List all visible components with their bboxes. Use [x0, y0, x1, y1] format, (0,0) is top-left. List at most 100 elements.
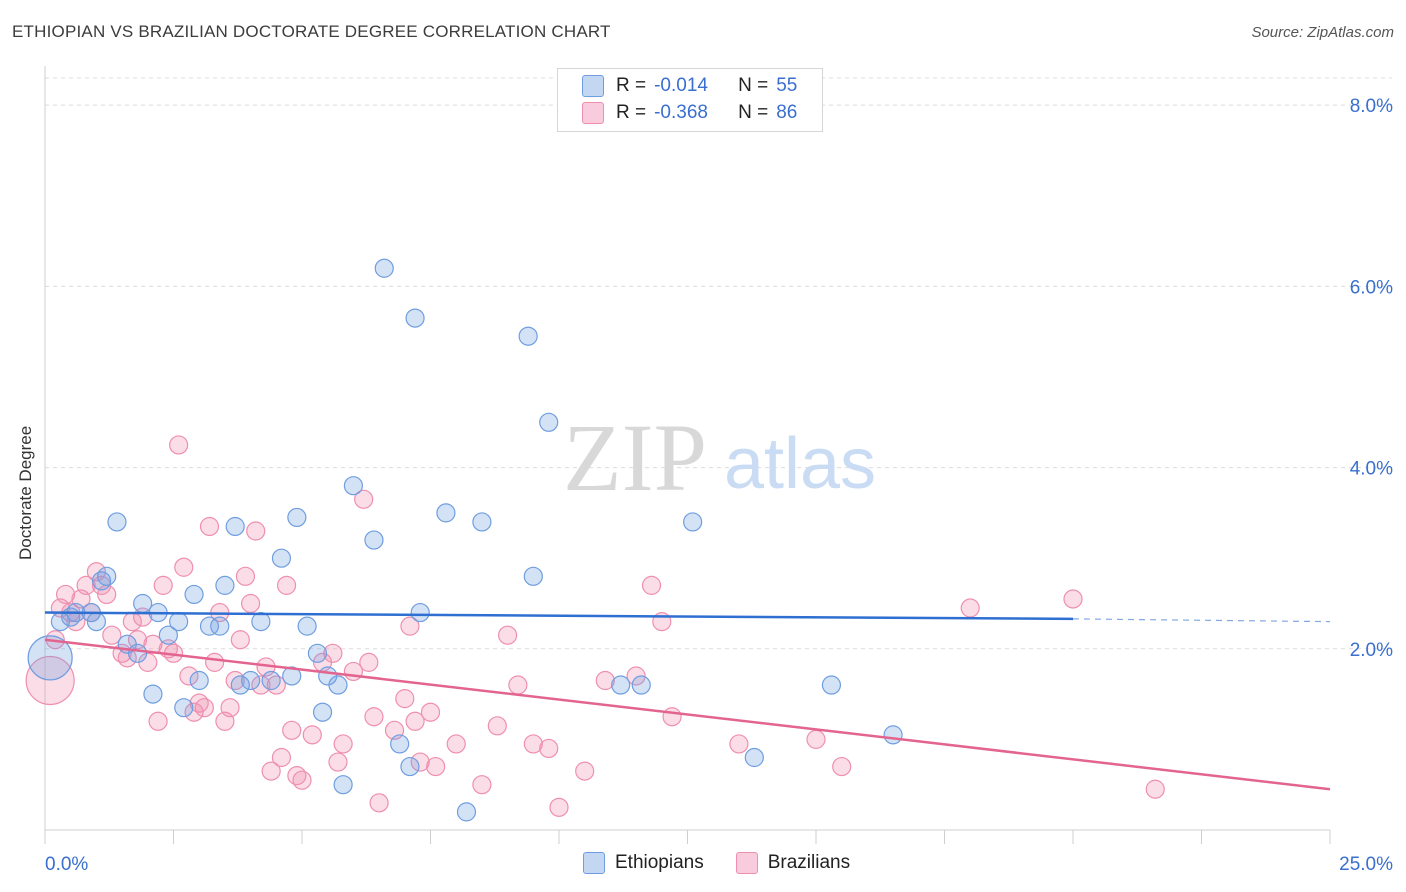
- ethiopians-point: [518, 326, 538, 346]
- brazilians-point: [662, 707, 682, 727]
- brazilians-point: [246, 521, 266, 541]
- brazilians-point: [241, 593, 261, 614]
- legend-n-label: N =: [738, 75, 769, 96]
- y-tick-label: 2.0%: [1350, 640, 1393, 661]
- x-tick-label: 25.0%: [1339, 854, 1393, 875]
- ethiopians-point: [456, 802, 477, 822]
- ethiopians-point: [611, 675, 631, 695]
- brazilians-point: [102, 625, 122, 645]
- ethiopians-point: [230, 675, 250, 695]
- brazilians-point: [302, 725, 322, 745]
- ethiopians-point: [883, 725, 903, 745]
- ethiopians-point: [405, 308, 425, 328]
- legend-item-ethiopians: Ethiopians: [583, 852, 704, 874]
- brazilians-point: [199, 516, 220, 537]
- brazilians-point: [292, 770, 312, 790]
- brazilians-point: [271, 747, 292, 768]
- brazilians-point: [539, 738, 559, 759]
- ethiopians-point: [631, 675, 651, 695]
- tick-labels: 2.0% 4.0% 6.0% 8.0% 0.0% 25.0%: [45, 96, 1393, 875]
- brazilians-point: [626, 666, 646, 686]
- ethiopians-point: [312, 702, 333, 722]
- ethiopians-point: [472, 512, 492, 532]
- brazilians-point: [323, 643, 343, 663]
- brazilians-point: [487, 716, 507, 736]
- brazilians-point: [184, 702, 204, 722]
- legend-r-value: -0.014: [654, 75, 708, 96]
- brazilians-point: [359, 652, 379, 672]
- brazilians-point: [472, 775, 492, 795]
- ethiopians-point: [307, 643, 328, 663]
- chart-title: ETHIOPIAN VS BRAZILIAN DOCTORATE DEGREE …: [12, 22, 611, 41]
- brazilians-point: [230, 630, 250, 650]
- legend-n-value: 86: [776, 102, 798, 123]
- brazilians-point: [729, 734, 749, 754]
- ethiopians-point: [251, 612, 271, 632]
- correlation-legend: R = -0.014 N = 55 R = -0.368 N = 86: [557, 68, 823, 132]
- brazilians-point: [194, 698, 214, 718]
- legend-n-value: 55: [776, 75, 798, 96]
- ethiopians-point: [297, 616, 317, 636]
- legend-r-label: R =: [616, 75, 647, 96]
- axes: [44, 66, 1331, 844]
- legend-row-ethiopians: R = -0.014 N = 55: [582, 73, 797, 99]
- ethiopians-point: [333, 775, 353, 795]
- ethiopians-point: [523, 566, 543, 586]
- brazilians-point: [25, 655, 75, 706]
- brazilians-point: [276, 575, 297, 595]
- ethiopians-swatch: [583, 852, 605, 874]
- ethiopians-point: [169, 612, 189, 632]
- brazilians-point: [220, 698, 240, 718]
- ethiopians-point: [282, 666, 302, 686]
- ethiopians-point: [143, 684, 163, 704]
- brazilians-point: [523, 734, 543, 754]
- gridlines: [45, 77, 1392, 650]
- brazilians-point: [235, 566, 256, 586]
- ethiopians-point: [184, 584, 204, 605]
- ethiopians-point: [821, 675, 842, 695]
- brazilians-point: [364, 707, 384, 727]
- ethiopians-trend-extension: [1072, 618, 1331, 623]
- brazilians-point: [205, 652, 225, 672]
- ethiopians-point: [158, 625, 178, 645]
- brazilians-point: [148, 711, 168, 731]
- ethiopians-points: [27, 258, 903, 822]
- ethiopians-point: [364, 530, 384, 550]
- chart-source: Source: ZipAtlas.com: [1251, 24, 1394, 41]
- legend-label-ethiopians: Ethiopians: [615, 852, 704, 873]
- brazilians-point: [410, 752, 430, 772]
- brazilians-point: [549, 797, 569, 817]
- ethiopians-point: [287, 507, 307, 528]
- ethiopians-point: [261, 670, 281, 691]
- ethiopians-point: [539, 412, 559, 432]
- brazilians-point: [55, 584, 76, 605]
- brazilians-point: [127, 630, 148, 650]
- ethiopians-point: [210, 616, 230, 636]
- brazilians-point: [333, 734, 353, 754]
- brazilians-point: [261, 761, 281, 781]
- legend-item-brazilians: Brazilians: [735, 852, 850, 874]
- brazilians-point: [426, 756, 446, 777]
- ethiopians-point: [225, 516, 245, 537]
- brazilians-point: [575, 761, 595, 781]
- brazilians-point: [179, 666, 199, 686]
- ethiopians-point: [328, 675, 348, 695]
- ethiopians-point: [189, 670, 209, 691]
- brazilians-point: [76, 575, 96, 595]
- brazilians-swatch: [735, 852, 758, 874]
- brazilians-point: [395, 689, 415, 709]
- ethiopians-point: [215, 575, 235, 595]
- y-tick-label: 4.0%: [1350, 459, 1393, 480]
- ethiopians-point: [410, 602, 430, 623]
- brazilians-point: [806, 729, 826, 749]
- ethiopians-point: [174, 698, 194, 718]
- trend-lines: [44, 611, 1331, 791]
- brazilians-point: [498, 625, 518, 645]
- ethiopians-point: [400, 756, 420, 777]
- ethiopians-point: [107, 512, 127, 532]
- legend-n-label: N =: [738, 102, 769, 123]
- brazilians-point: [1145, 779, 1165, 799]
- brazilians-point: [1063, 589, 1083, 609]
- y-tick-label: 6.0%: [1350, 277, 1393, 298]
- brazilians-point: [251, 675, 271, 695]
